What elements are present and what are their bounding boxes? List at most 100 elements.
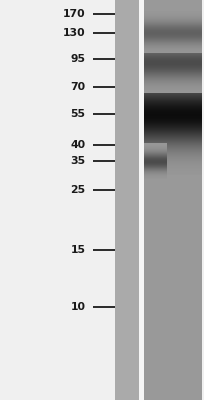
Bar: [144, 143, 202, 145]
Bar: [144, 142, 202, 144]
Bar: [144, 61, 202, 63]
Bar: [144, 55, 202, 57]
Bar: [144, 13, 202, 15]
Bar: [144, 25, 202, 27]
Bar: [144, 41, 202, 43]
Bar: [144, 34, 202, 36]
Bar: [144, 45, 202, 47]
Bar: [144, 80, 202, 82]
Bar: [144, 66, 202, 68]
Bar: [144, 66, 202, 68]
Bar: [144, 149, 167, 151]
Bar: [144, 86, 202, 88]
Bar: [144, 40, 202, 42]
Bar: [144, 172, 167, 174]
Bar: [144, 170, 167, 172]
Bar: [144, 80, 202, 82]
Bar: [144, 22, 202, 24]
Bar: [144, 66, 202, 68]
Bar: [144, 167, 167, 169]
Bar: [144, 145, 167, 147]
Bar: [144, 139, 202, 141]
Bar: [144, 48, 202, 50]
Bar: [144, 83, 202, 85]
Bar: [144, 157, 202, 159]
Bar: [144, 38, 202, 40]
Bar: [144, 69, 202, 71]
Bar: [144, 90, 202, 92]
Bar: [144, 40, 202, 42]
Bar: [144, 46, 202, 48]
Bar: [144, 155, 202, 157]
Bar: [144, 154, 202, 156]
Bar: [144, 111, 202, 113]
Bar: [144, 20, 202, 22]
Bar: [144, 124, 202, 126]
Bar: [144, 128, 202, 130]
Bar: [144, 16, 202, 18]
Bar: [144, 100, 202, 102]
Bar: [144, 168, 167, 170]
Bar: [144, 42, 202, 44]
Bar: [144, 77, 202, 79]
Bar: [144, 22, 202, 24]
Bar: [144, 101, 202, 103]
Bar: [144, 100, 202, 102]
Bar: [144, 106, 202, 108]
Bar: [144, 70, 202, 72]
Bar: [144, 154, 167, 156]
Bar: [144, 152, 167, 154]
Bar: [144, 42, 202, 44]
Bar: [144, 125, 202, 127]
Bar: [144, 83, 202, 85]
Bar: [144, 56, 202, 58]
Bar: [144, 24, 202, 26]
Bar: [144, 156, 202, 158]
Bar: [144, 76, 202, 78]
Bar: [144, 82, 202, 84]
Bar: [144, 19, 202, 21]
Bar: [144, 28, 202, 30]
Bar: [144, 53, 202, 55]
Bar: [144, 167, 202, 169]
Bar: [144, 76, 202, 78]
Bar: [144, 146, 167, 148]
Bar: [144, 146, 202, 148]
Bar: [144, 60, 202, 62]
Bar: [144, 28, 202, 30]
Bar: [144, 41, 202, 43]
Bar: [144, 172, 202, 174]
Bar: [144, 80, 202, 82]
Bar: [144, 89, 202, 91]
Bar: [144, 120, 202, 122]
Bar: [144, 36, 202, 38]
Bar: [144, 74, 202, 76]
Bar: [144, 41, 202, 43]
Bar: [144, 154, 167, 156]
Bar: [144, 45, 202, 47]
Bar: [144, 120, 202, 122]
Bar: [144, 108, 202, 110]
Bar: [144, 56, 202, 58]
Bar: [144, 172, 167, 174]
Bar: [144, 89, 202, 91]
Bar: [144, 60, 202, 62]
Bar: [144, 36, 202, 38]
Bar: [144, 161, 202, 163]
Bar: [144, 90, 202, 92]
Bar: [144, 52, 202, 54]
Bar: [144, 30, 202, 32]
Bar: [144, 143, 167, 145]
Bar: [144, 88, 202, 90]
Bar: [144, 87, 202, 89]
Bar: [144, 74, 202, 76]
Bar: [144, 78, 202, 80]
Bar: [144, 81, 202, 83]
Text: 170: 170: [63, 9, 86, 19]
Bar: [144, 57, 202, 59]
Bar: [144, 137, 202, 139]
Bar: [144, 37, 202, 39]
Bar: [144, 45, 202, 47]
Bar: [144, 83, 202, 85]
Bar: [144, 91, 202, 93]
